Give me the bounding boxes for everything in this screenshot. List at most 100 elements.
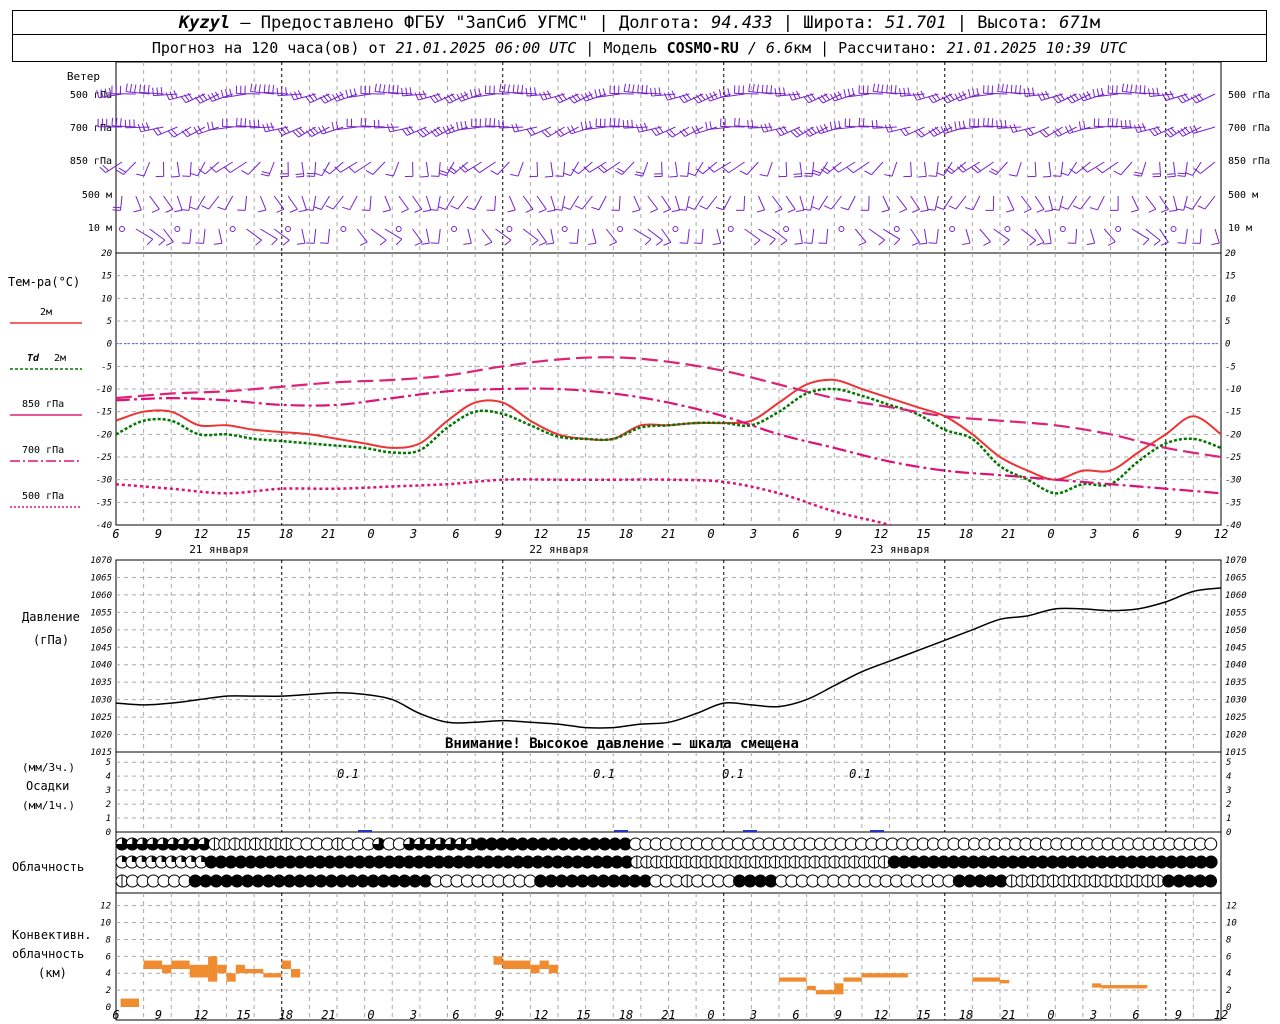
convective-bar xyxy=(548,964,558,974)
altitude-unit: м xyxy=(1089,13,1101,33)
wind-barb xyxy=(1130,195,1140,213)
wind-barb xyxy=(555,161,566,177)
cloud-icon xyxy=(1005,874,1019,888)
pressure-unit: (гПа) xyxy=(33,633,69,647)
wind-barb xyxy=(1131,228,1150,246)
conv-tick-right: 10 xyxy=(1226,919,1237,929)
cloud-title: Облачность xyxy=(12,860,84,874)
wind-barb xyxy=(1093,118,1119,128)
model-name: COSMO-RU xyxy=(666,39,739,57)
convective-bar xyxy=(539,960,549,969)
wind-barb xyxy=(1006,195,1015,213)
wind-barb xyxy=(1034,195,1045,213)
wind-barb xyxy=(319,93,344,104)
wind-barb xyxy=(181,228,192,244)
temp-tick-left: -5 xyxy=(101,362,112,372)
wind-barb xyxy=(1110,195,1119,211)
title-bar: Kyzyl – Предоставлено ФГБУ "ЗапСиб УГМС"… xyxy=(12,10,1267,35)
pressure-tick-right: 1035 xyxy=(1225,678,1247,688)
precip-tick-left: 1 xyxy=(106,814,111,824)
temp-tick-right: -25 xyxy=(1225,453,1241,463)
wind-barb xyxy=(370,228,387,246)
wind-barb xyxy=(346,118,372,128)
wind-barb xyxy=(663,90,690,101)
temp-tick-left: 10 xyxy=(101,294,112,304)
wind-barb xyxy=(1152,161,1162,178)
hour-label-bottom: 3 xyxy=(1089,1008,1097,1022)
wind-barb xyxy=(195,228,206,244)
wind-barb xyxy=(868,228,886,246)
wind-barb xyxy=(180,195,192,211)
hour-label-bottom: 0 xyxy=(707,1008,714,1022)
wind-barb xyxy=(345,88,372,99)
wind-level-10m: 10 м xyxy=(88,223,112,234)
model-label: | Модель xyxy=(576,39,667,57)
wind-barb xyxy=(941,93,967,104)
wind-barb xyxy=(1103,228,1116,246)
wind-barb xyxy=(948,195,967,210)
cloud-icon xyxy=(1120,874,1134,888)
wind-barb xyxy=(623,83,648,95)
hour-label-bottom: 9 xyxy=(155,1008,162,1022)
wind-barb xyxy=(430,126,455,138)
wind-barb xyxy=(1051,195,1064,211)
pressure-tick-left: 1015 xyxy=(90,748,112,758)
hour-label: 9 xyxy=(155,527,162,541)
hour-label-bottom: 21 xyxy=(661,1008,675,1022)
wind-barb xyxy=(622,119,648,129)
precip-tick-right: 2 xyxy=(1226,800,1231,810)
wind-barb xyxy=(818,228,829,244)
wind-barb xyxy=(1078,120,1105,130)
cloud-icon xyxy=(1088,874,1102,888)
wind-barb xyxy=(928,228,939,244)
legend-td-2m-label: 2м xyxy=(54,353,66,364)
temp-series-line-3 xyxy=(116,387,1221,495)
wind-barb xyxy=(884,161,898,177)
wind-barb xyxy=(1107,117,1133,128)
cloud-icon xyxy=(798,855,812,869)
convective-bar xyxy=(1101,985,1148,989)
precip-tick-right: 5 xyxy=(1226,758,1231,768)
hour-label-bottom: 3 xyxy=(409,1008,417,1022)
wind-barb xyxy=(759,161,773,177)
wind-barb xyxy=(647,195,659,213)
hour-label-bottom: 6 xyxy=(452,1008,459,1022)
wind-barb xyxy=(650,125,676,137)
wind-barb xyxy=(771,195,783,213)
wind-barb xyxy=(334,161,358,173)
precip-tick-left: 0 xyxy=(106,828,111,838)
wind-barb xyxy=(927,93,953,104)
temp-tick-left: -10 xyxy=(96,385,112,395)
wind-barb xyxy=(235,117,261,128)
wind-barb xyxy=(1004,226,1011,232)
wind-barb xyxy=(829,91,856,102)
wind-barb xyxy=(149,195,160,213)
wind-barb xyxy=(734,117,759,128)
wind-barb xyxy=(318,125,344,135)
wind-barb xyxy=(803,93,828,104)
wind-barb xyxy=(562,161,580,177)
cloud-icon xyxy=(818,855,832,869)
wind-barb xyxy=(262,122,289,133)
wind-barb xyxy=(365,161,386,175)
precip-tick-left: 2 xyxy=(106,800,111,810)
wind-barb xyxy=(1060,161,1078,176)
wind-barb xyxy=(207,121,233,131)
hour-label-bottom: 12 xyxy=(874,1008,888,1022)
wind-barb xyxy=(155,161,165,177)
wind-barb xyxy=(804,228,815,244)
wind-barb xyxy=(1008,161,1022,177)
wind-barb xyxy=(1064,124,1091,134)
temp-tick-right: 10 xyxy=(1225,294,1236,304)
wind-barb xyxy=(858,117,883,128)
wind-barb xyxy=(893,226,900,232)
wind-barb xyxy=(872,83,897,95)
convective-bar xyxy=(189,964,209,978)
wind-barb xyxy=(536,195,547,213)
wind-barb xyxy=(1135,84,1160,95)
hour-label-bottom: 6 xyxy=(792,1008,799,1022)
temp-tick-right: 0 xyxy=(1225,340,1230,350)
wind-barb xyxy=(1072,195,1091,210)
wind-barb xyxy=(1176,93,1202,104)
